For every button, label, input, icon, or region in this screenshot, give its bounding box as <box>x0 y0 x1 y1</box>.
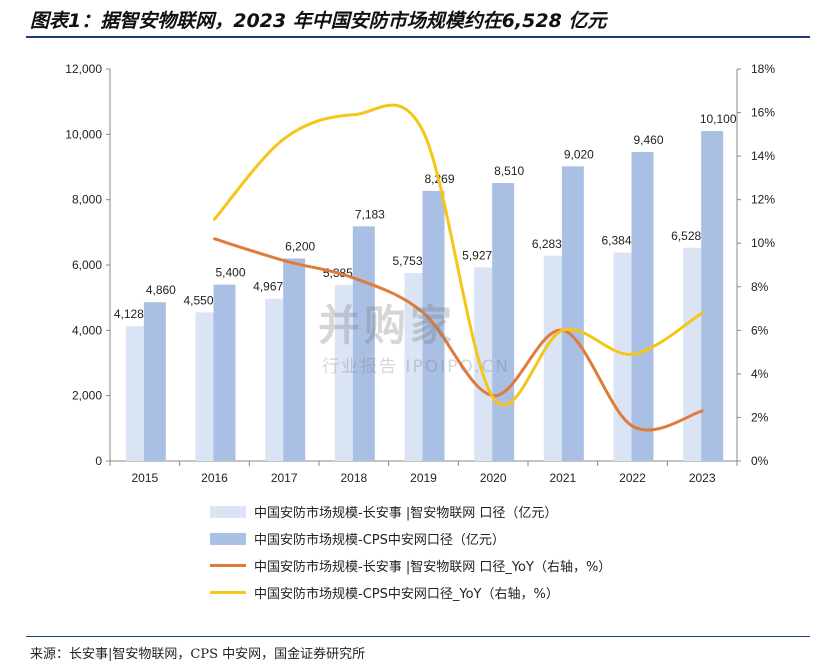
legend-label-line1: 中国安防市场规模-长安事 |智安物联网 口径_YoY（右轴，%） <box>254 560 612 575</box>
y-right-tick-label: 6% <box>751 323 769 337</box>
bar-data-label-series-1: 5,927 <box>462 248 492 262</box>
y-right-tick-label: 14% <box>751 149 775 163</box>
legend-label-line2: 中国安防市场规模-CPS中安网口径_YoY（右轴，%） <box>254 587 559 602</box>
y-left-tick-label: 8,000 <box>72 193 102 207</box>
y-right-tick-label: 0% <box>751 454 769 468</box>
bar-series-2 <box>213 284 236 461</box>
legend-swatch-line1 <box>210 564 246 567</box>
source-divider <box>26 636 810 637</box>
y-right-tick-label: 16% <box>751 106 775 120</box>
bar-series-1 <box>125 326 144 461</box>
bar-series-2 <box>143 302 166 461</box>
bar-series-1 <box>265 298 284 461</box>
y-right-tick-label: 10% <box>751 236 775 250</box>
y-right-tick-label: 12% <box>751 193 775 207</box>
bar-series-2 <box>492 183 515 462</box>
line-series-2 <box>213 103 704 407</box>
x-tick-label: 2018 <box>340 471 367 485</box>
chart-legend: 中国安防市场规模-长安事 |智安物联网 口径（亿元） 中国安防市场规模-CPS中… <box>210 498 611 606</box>
bar-data-label-series-1: 4,128 <box>114 307 144 321</box>
bar-series-2 <box>561 166 584 461</box>
bar-data-label-series-1: 6,384 <box>601 233 631 247</box>
bar-data-label-series-2: 4,860 <box>146 283 176 297</box>
y-left-tick-label: 6,000 <box>72 258 102 272</box>
legend-item-bar1: 中国安防市场规模-长安事 |智安物联网 口径（亿元） <box>210 498 611 525</box>
bar-series-2 <box>701 131 724 462</box>
bar-data-label-series-1: 4,967 <box>253 280 283 294</box>
legend-item-line2: 中国安防市场规模-CPS中安网口径_YoY（右轴，%） <box>210 579 611 606</box>
bar-series-1 <box>474 267 493 461</box>
legend-label-bar1: 中国安防市场规模-长安事 |智安物联网 口径（亿元） <box>254 506 558 521</box>
bar-series-1 <box>543 255 562 461</box>
bar-data-label-series-2: 5,400 <box>215 266 245 280</box>
bar-data-label-series-2: 10,100 <box>700 112 737 126</box>
y-left-tick-label: 0 <box>95 454 102 468</box>
y-left-tick-label: 4,000 <box>72 323 102 337</box>
bar-series-2 <box>283 258 306 461</box>
y-left-tick-label: 12,000 <box>65 62 102 76</box>
x-tick-label: 2016 <box>201 471 228 485</box>
bar-series-2 <box>352 226 375 461</box>
bar-data-label-series-2: 9,020 <box>564 147 594 161</box>
y-right-tick-label: 8% <box>751 280 769 294</box>
bar-series-1 <box>404 273 423 461</box>
y-left-tick-label: 10,000 <box>65 127 102 141</box>
legend-item-bar2: 中国安防市场规模-CPS中安网口径（亿元） <box>210 525 611 552</box>
bar-series-2 <box>631 151 654 461</box>
line-series-1 <box>213 237 704 432</box>
bar-data-label-series-2: 6,200 <box>285 239 315 253</box>
x-tick-label: 2020 <box>480 471 507 485</box>
bar-data-label-series-2: 9,460 <box>633 133 663 147</box>
legend-item-line1: 中国安防市场规模-长安事 |智安物联网 口径_YoY（右轴，%） <box>210 552 611 579</box>
legend-swatch-bar1 <box>210 505 246 518</box>
bar-data-label-series-1: 6,528 <box>671 229 701 243</box>
chart-title: 图表1：据智安物联网，2023 年中国安防市场规模约在6,528 亿元 <box>30 10 607 32</box>
bar-series-1 <box>683 247 702 461</box>
x-tick-label: 2023 <box>689 471 716 485</box>
bar-series-1 <box>613 252 632 461</box>
title-divider <box>26 36 810 38</box>
y-right-tick-label: 18% <box>751 62 775 76</box>
x-tick-label: 2021 <box>549 471 576 485</box>
legend-label-bar2: 中国安防市场规模-CPS中安网口径（亿元） <box>254 533 505 548</box>
y-right-tick-label: 2% <box>751 410 769 424</box>
bar-series-1 <box>334 285 353 461</box>
bar-data-label-series-2: 7,183 <box>355 207 385 221</box>
bar-data-label-series-2: 8,510 <box>494 164 524 178</box>
legend-swatch-bar2 <box>210 532 246 545</box>
y-right-tick-label: 4% <box>751 367 769 381</box>
bar-data-label-series-1: 5,753 <box>392 254 422 268</box>
x-tick-label: 2019 <box>410 471 437 485</box>
bar-data-label-series-1: 4,550 <box>183 293 213 307</box>
legend-swatch-line2 <box>210 591 246 594</box>
x-tick-label: 2022 <box>619 471 646 485</box>
x-tick-label: 2015 <box>131 471 158 485</box>
x-tick-label: 2017 <box>271 471 298 485</box>
y-left-tick-label: 2,000 <box>72 389 102 403</box>
bar-data-label-series-1: 6,283 <box>532 237 562 251</box>
source-note: 来源：长安事|智安物联网，CPS 中安网，国金证券研究所 <box>30 647 366 662</box>
bar-series-1 <box>195 312 214 461</box>
